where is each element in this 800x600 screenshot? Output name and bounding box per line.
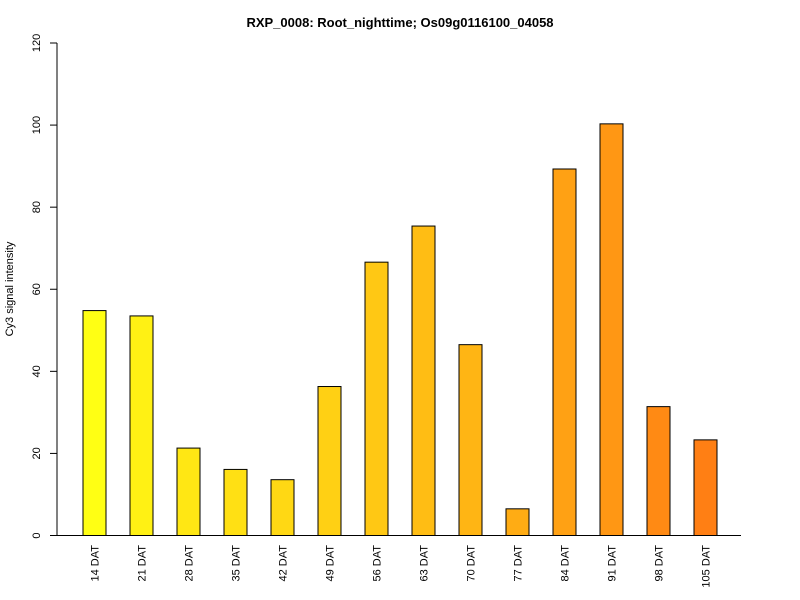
- x-tick-label: 98 DAT: [654, 545, 666, 582]
- x-tick-label: 70 DAT: [466, 545, 478, 582]
- y-axis-label: Cy3 signal intensity: [4, 241, 16, 336]
- x-tick-label: 21 DAT: [137, 545, 149, 582]
- y-tick-label: 80: [31, 201, 43, 213]
- x-tick-label: 14 DAT: [90, 545, 102, 582]
- x-tick-label: 105 DAT: [701, 545, 713, 588]
- x-tick-label: 35 DAT: [231, 545, 243, 582]
- x-tick-labels: 14 DAT 21 DAT 28 DAT 35 DAT 42 DAT 49 DAT 56 D…: [90, 545, 713, 588]
- x-tick-label: 56 DAT: [372, 545, 384, 582]
- bar-70-dat: [458, 344, 483, 536]
- y-tick-label: 40: [31, 365, 43, 377]
- y-axis-ticks: 0 20 40 60 80 100 120: [31, 34, 57, 539]
- x-tick-label: 63 DAT: [419, 545, 431, 582]
- x-tick-label: 28 DAT: [184, 545, 196, 582]
- x-tick-label: 42 DAT: [278, 545, 290, 582]
- x-tick-label: 84 DAT: [560, 545, 572, 582]
- bar-28-dat: [176, 447, 201, 536]
- bars-group: [82, 123, 718, 537]
- y-tick-label: 100: [31, 116, 43, 134]
- bar-42-dat: [270, 479, 295, 536]
- bar-56-dat: [364, 261, 389, 536]
- y-tick-label: 120: [31, 34, 43, 52]
- bar-14-dat: [82, 310, 107, 537]
- bar-49-dat: [317, 386, 342, 536]
- bar-84-dat: [552, 168, 577, 536]
- bar-21-dat: [129, 315, 154, 537]
- y-tick-label: 60: [31, 283, 43, 295]
- y-tick-label: 0: [31, 532, 43, 538]
- bar-105-dat: [693, 439, 718, 537]
- bar-91-dat: [599, 123, 624, 536]
- y-tick-label: 20: [31, 447, 43, 459]
- x-tick-label: 91 DAT: [607, 545, 619, 582]
- bar-35-dat: [223, 468, 248, 536]
- bar-77-dat: [505, 508, 530, 536]
- x-tick-label: 77 DAT: [513, 545, 525, 582]
- bar-63-dat: [411, 225, 436, 536]
- x-tick-label: 49 DAT: [325, 545, 337, 582]
- chart-title: RXP_0008: Root_nighttime; Os09g0116100_0…: [246, 15, 553, 30]
- bar-98-dat: [646, 406, 671, 537]
